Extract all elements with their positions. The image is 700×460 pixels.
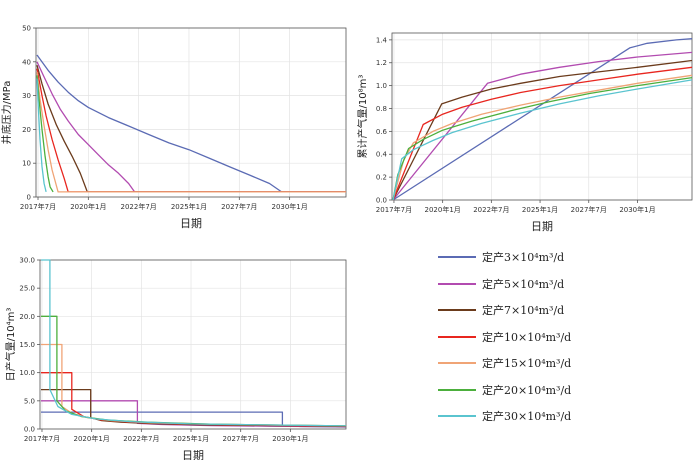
series-line-20 [41, 315, 347, 427]
series-line-7 [392, 59, 693, 201]
x-tick-label: 2030年1月 [271, 202, 307, 211]
legend-item: 定产5×10⁴m³/d [438, 271, 698, 298]
legend-item: 定产10×10⁴m³/d [438, 324, 698, 351]
y-tick-label: 0.4 [376, 151, 388, 159]
legend-label: 定产3×10⁴m³/d [482, 251, 565, 265]
series-line-5 [41, 400, 347, 428]
y-axis-title: 日产气量/10⁴m³ [4, 308, 17, 382]
y-tick-label: 10 [22, 160, 31, 168]
daily-gas-chart: 0.0 5.0 10.0 15.0 20.0 25.0 30.0 2017年7月 2020年1月… [4, 257, 347, 460]
series-line-30 [392, 79, 693, 201]
plot-frame [35, 27, 347, 198]
legend-swatch [438, 388, 476, 391]
legend-label: 定产20×10⁴m³/d [482, 383, 572, 397]
legend-label: 定产7×10⁴m³/d [482, 304, 565, 318]
legend-swatch [438, 335, 476, 338]
series-line-15 [36, 71, 346, 193]
legend-swatch [438, 309, 476, 312]
y-tick-label: 20 [22, 126, 31, 134]
x-tick-label: 2027年7月 [571, 205, 607, 214]
y-tick-label: 25.0 [19, 285, 35, 293]
x-axis-title: 日期 [182, 449, 204, 460]
legend-swatch [438, 415, 476, 418]
x-tick-label: 2022年7月 [121, 202, 157, 211]
x-axis-title: 日期 [180, 217, 202, 230]
series-line-20 [36, 75, 54, 193]
y-tick-label: 0.0 [376, 197, 387, 205]
series-line-10 [41, 372, 347, 427]
series-line-10 [36, 68, 346, 193]
y-tick-label: 0 [27, 194, 31, 202]
x-tick-label: 2030年1月 [272, 434, 308, 443]
y-tick-label: 30 [22, 92, 31, 100]
legend-item: 定产3×10⁴m³/d [438, 244, 698, 271]
y-tick-label: 10.0 [19, 369, 35, 377]
x-tick-label: 2027年7月 [223, 434, 259, 443]
y-tick-label: 0.6 [376, 128, 388, 136]
legend-swatch [438, 256, 476, 259]
series-line-15 [41, 343, 347, 427]
x-tick-label: 2017年7月 [24, 434, 60, 443]
x-axis-title: 日期 [531, 220, 553, 233]
y-tick-label: 20.0 [19, 313, 35, 321]
legend-item: 定产15×10⁴m³/d [438, 350, 698, 377]
x-tick-label: 2025年1月 [173, 434, 209, 443]
plot-frame [391, 32, 693, 201]
y-axis-title: 累计产气量/10⁸m³ [356, 75, 369, 159]
series-line-3 [36, 54, 346, 193]
series-line-30 [36, 78, 47, 193]
legend-item: 定产7×10⁴m³/d [438, 297, 698, 324]
x-tick-label: 2017年7月 [376, 205, 412, 214]
cumulative-gas-chart: 0.0 0.2 0.4 0.6 0.8 1.0 1.2 1.4 2017年7月 2020年1月 20… [356, 32, 693, 233]
series-line-7 [41, 388, 347, 428]
y-tick-label: 1.4 [376, 36, 388, 44]
series-line-15 [392, 74, 693, 201]
x-tick-label: 2025年1月 [522, 205, 558, 214]
x-tick-label: 2027年7月 [221, 202, 257, 211]
series-line-7 [36, 65, 346, 193]
y-tick-label: 1.2 [376, 59, 387, 67]
y-tick-label: 30.0 [19, 257, 35, 265]
y-axis-title: 井底压力/MPa [0, 81, 13, 145]
legend: 定产3×10⁴m³/d 定产5×10⁴m³/d 定产7×10⁴m³/d 定产10… [438, 244, 698, 430]
y-tick-label: 40 [22, 58, 31, 66]
y-tick-label: 0.2 [376, 174, 387, 182]
x-tick-label: 2020年1月 [70, 202, 106, 211]
y-tick-label: 0.8 [376, 105, 387, 113]
x-tick-label: 2020年1月 [74, 434, 110, 443]
legend-swatch [438, 362, 476, 365]
series-line-5 [36, 61, 346, 193]
legend-label: 定产5×10⁴m³/d [482, 277, 565, 291]
legend-item: 定产20×10⁴m³/d [438, 377, 698, 404]
series-line-10 [392, 66, 693, 201]
x-tick-label: 2025年1月 [171, 202, 207, 211]
series-line-30 [41, 259, 347, 427]
legend-item: 定产30×10⁴m³/d [438, 403, 698, 430]
pressure-chart: 0 10 20 30 40 50 2017年7月 2020年1月 2022年7月 2025年1月 2… [0, 25, 347, 230]
legend-swatch [438, 282, 476, 285]
legend-label: 定产15×10⁴m³/d [482, 357, 572, 371]
y-tick-label: 50 [22, 25, 31, 33]
legend-label: 定产10×10⁴m³/d [482, 330, 572, 344]
series-line-5 [392, 51, 693, 201]
series-line-20 [392, 76, 693, 201]
x-tick-label: 2017年7月 [20, 202, 56, 211]
x-tick-label: 2022年7月 [473, 205, 509, 214]
x-tick-label: 2030年1月 [619, 205, 655, 214]
y-tick-label: 5.0 [24, 397, 35, 405]
y-tick-label: 15.0 [19, 341, 35, 349]
legend-label: 定产30×10⁴m³/d [482, 410, 572, 424]
y-tick-label: 0.0 [24, 426, 35, 434]
x-tick-label: 2020年1月 [425, 205, 461, 214]
x-tick-label: 2022年7月 [123, 434, 159, 443]
y-tick-label: 1.0 [376, 82, 387, 90]
